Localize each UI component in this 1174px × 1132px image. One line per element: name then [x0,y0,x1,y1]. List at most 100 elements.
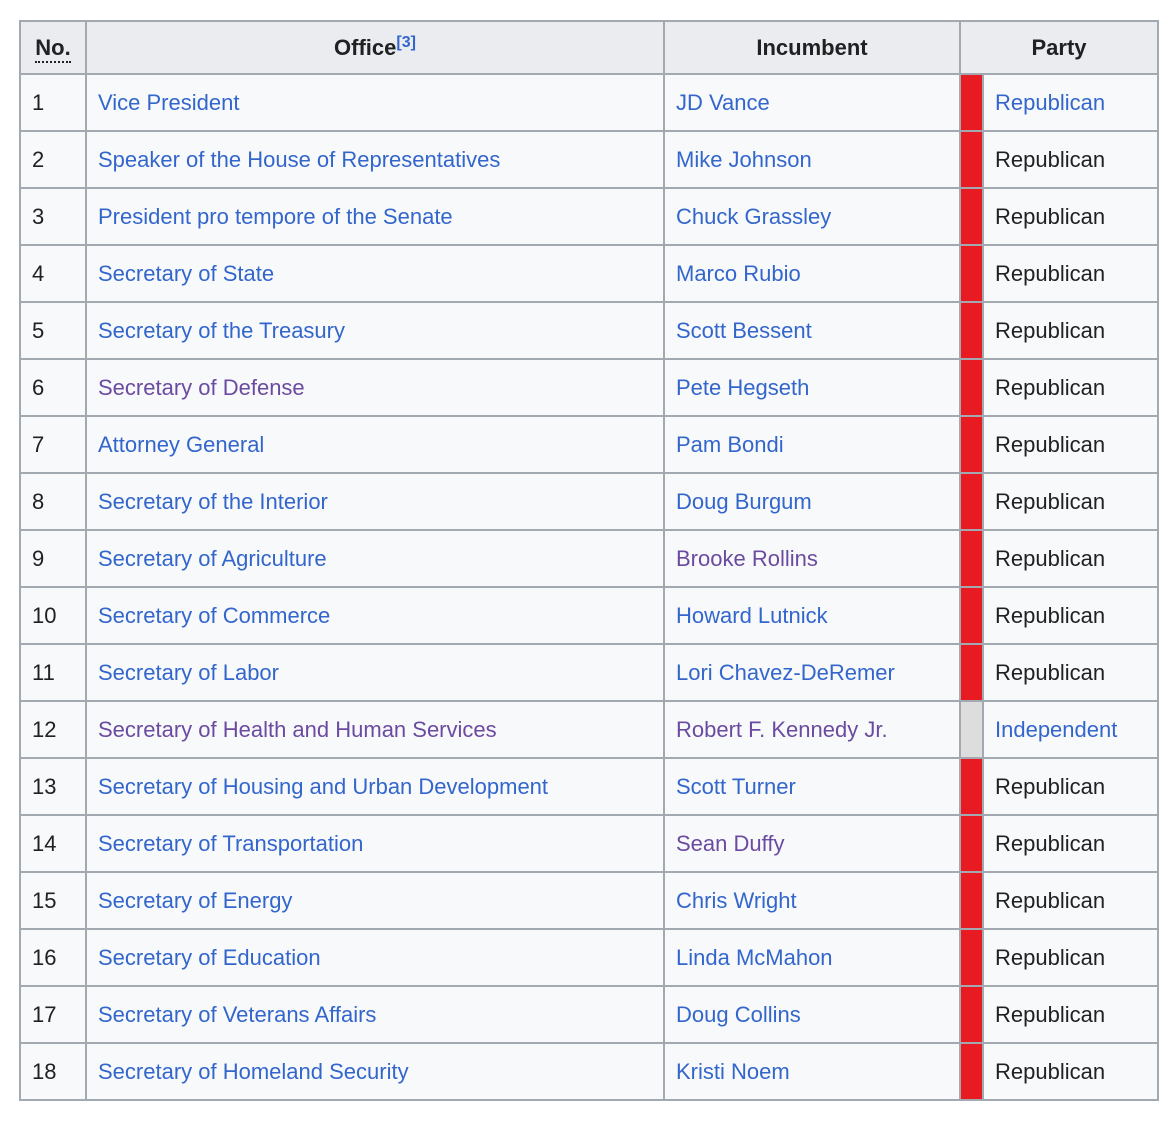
incumbent-cell: Chris Wright [663,871,961,930]
incumbent-cell: Scott Bessent [663,301,961,360]
party-cell: Republican [982,871,1159,930]
table-row: 4 Secretary of State Marco Rubio Republi… [19,244,1159,303]
incumbent-link[interactable]: Brooke Rollins [676,545,818,571]
table-row: 6 Secretary of Defense Pete Hegseth Repu… [19,358,1159,417]
row-number: 3 [19,187,87,246]
table-row: 10 Secretary of Commerce Howard Lutnick … [19,586,1159,645]
office-cell: Secretary of Health and Human Services [85,700,665,759]
incumbent-cell: Robert F. Kennedy Jr. [663,700,961,759]
row-number: 6 [19,358,87,417]
party-color-stripe [959,814,984,873]
office-link[interactable]: Secretary of Labor [98,659,279,685]
party-color-stripe [959,301,984,360]
party-link[interactable]: Republican [995,89,1106,115]
party-cell: Republican [982,985,1159,1044]
reference-3-link[interactable]: [3] [396,33,416,51]
office-link[interactable]: Speaker of the House of Representatives [98,146,501,172]
incumbent-link[interactable]: Scott Turner [676,773,796,799]
incumbent-link[interactable]: Pam Bondi [676,431,784,457]
party-header-label: Party [1031,34,1087,60]
incumbent-link[interactable]: Linda McMahon [676,944,833,970]
table-row: 8 Secretary of the Interior Doug Burgum … [19,472,1159,531]
office-cell: Secretary of Energy [85,871,665,930]
row-number: 17 [19,985,87,1044]
office-link[interactable]: President pro tempore of the Senate [98,203,453,229]
office-link[interactable]: Secretary of Housing and Urban Developme… [98,773,549,799]
incumbent-cell: Mike Johnson [663,130,961,189]
office-link[interactable]: Secretary of Health and Human Services [98,716,497,742]
party-cell: Republican [982,586,1159,645]
office-link[interactable]: Secretary of Homeland Security [98,1058,409,1084]
party-color-stripe [959,529,984,588]
office-link[interactable]: Secretary of State [98,260,275,286]
office-cell: Attorney General [85,415,665,474]
incumbent-link[interactable]: Lori Chavez-DeRemer [676,659,895,685]
incumbent-link[interactable]: Kristi Noem [676,1058,790,1084]
incumbent-link[interactable]: Marco Rubio [676,260,801,286]
party-cell: Republican [982,928,1159,987]
office-link[interactable]: Secretary of the Interior [98,488,328,514]
party-color-stripe [959,244,984,303]
office-link[interactable]: Secretary of Education [98,944,321,970]
incumbent-link[interactable]: Howard Lutnick [676,602,828,628]
office-cell: Secretary of Defense [85,358,665,417]
incumbent-link[interactable]: Chuck Grassley [676,203,832,229]
incumbent-cell: Lori Chavez-DeRemer [663,643,961,702]
table-row: 16 Secretary of Education Linda McMahon … [19,928,1159,987]
row-number: 9 [19,529,87,588]
party-color-stripe [959,1042,984,1101]
table-row: 15 Secretary of Energy Chris Wright Repu… [19,871,1159,930]
party-cell: Republican [982,244,1159,303]
party-cell: Independent [982,700,1159,759]
office-cell: President pro tempore of the Senate [85,187,665,246]
incumbent-link[interactable]: Sean Duffy [676,830,785,856]
table-row: 2 Speaker of the House of Representative… [19,130,1159,189]
office-cell: Secretary of Labor [85,643,665,702]
office-link[interactable]: Attorney General [98,431,265,457]
party-color-stripe [959,586,984,645]
incumbent-link[interactable]: Pete Hegseth [676,374,810,400]
incumbent-cell: Brooke Rollins [663,529,961,588]
office-link[interactable]: Secretary of Defense [98,374,305,400]
succession-table: No. Office[3] Incumbent Party 1 Vice Pre… [19,20,1159,1101]
party-link[interactable]: Independent [995,716,1118,742]
header-row: No. Office[3] Incumbent Party [19,20,1159,75]
incumbent-link[interactable]: Chris Wright [676,887,797,913]
office-cell: Secretary of Transportation [85,814,665,873]
incumbent-header-label: Incumbent [756,34,868,60]
incumbent-cell: Pam Bondi [663,415,961,474]
row-number: 7 [19,415,87,474]
office-link[interactable]: Secretary of Commerce [98,602,331,628]
party-color-stripe [959,187,984,246]
office-link[interactable]: Secretary of Agriculture [98,545,327,571]
table-row: 17 Secretary of Veterans Affairs Doug Co… [19,985,1159,1044]
column-header-incumbent: Incumbent [663,20,961,75]
party-cell: Republican [982,187,1159,246]
party-cell: Republican [982,415,1159,474]
incumbent-link[interactable]: Robert F. Kennedy Jr. [676,716,888,742]
party-cell: Republican [982,472,1159,531]
party-color-stripe [959,130,984,189]
incumbent-link[interactable]: Doug Burgum [676,488,812,514]
office-link[interactable]: Secretary of the Treasury [98,317,345,343]
incumbent-cell: Doug Burgum [663,472,961,531]
office-link[interactable]: Secretary of Transportation [98,830,364,856]
party-color-stripe [959,358,984,417]
office-link[interactable]: Secretary of Veterans Affairs [98,1001,377,1027]
incumbent-link[interactable]: JD Vance [676,89,770,115]
party-color-stripe [959,985,984,1044]
column-header-office: Office[3] [85,20,665,75]
table-row: 1 Vice President JD Vance Republican [19,73,1159,132]
row-number: 11 [19,643,87,702]
row-number: 8 [19,472,87,531]
table-row: 7 Attorney General Pam Bondi Republican [19,415,1159,474]
office-link[interactable]: Secretary of Energy [98,887,293,913]
incumbent-cell: Scott Turner [663,757,961,816]
incumbent-link[interactable]: Scott Bessent [676,317,812,343]
incumbent-link[interactable]: Doug Collins [676,1001,801,1027]
incumbent-link[interactable]: Mike Johnson [676,146,812,172]
row-number: 15 [19,871,87,930]
party-cell: Republican [982,1042,1159,1101]
office-link[interactable]: Vice President [98,89,240,115]
party-color-stripe [959,472,984,531]
